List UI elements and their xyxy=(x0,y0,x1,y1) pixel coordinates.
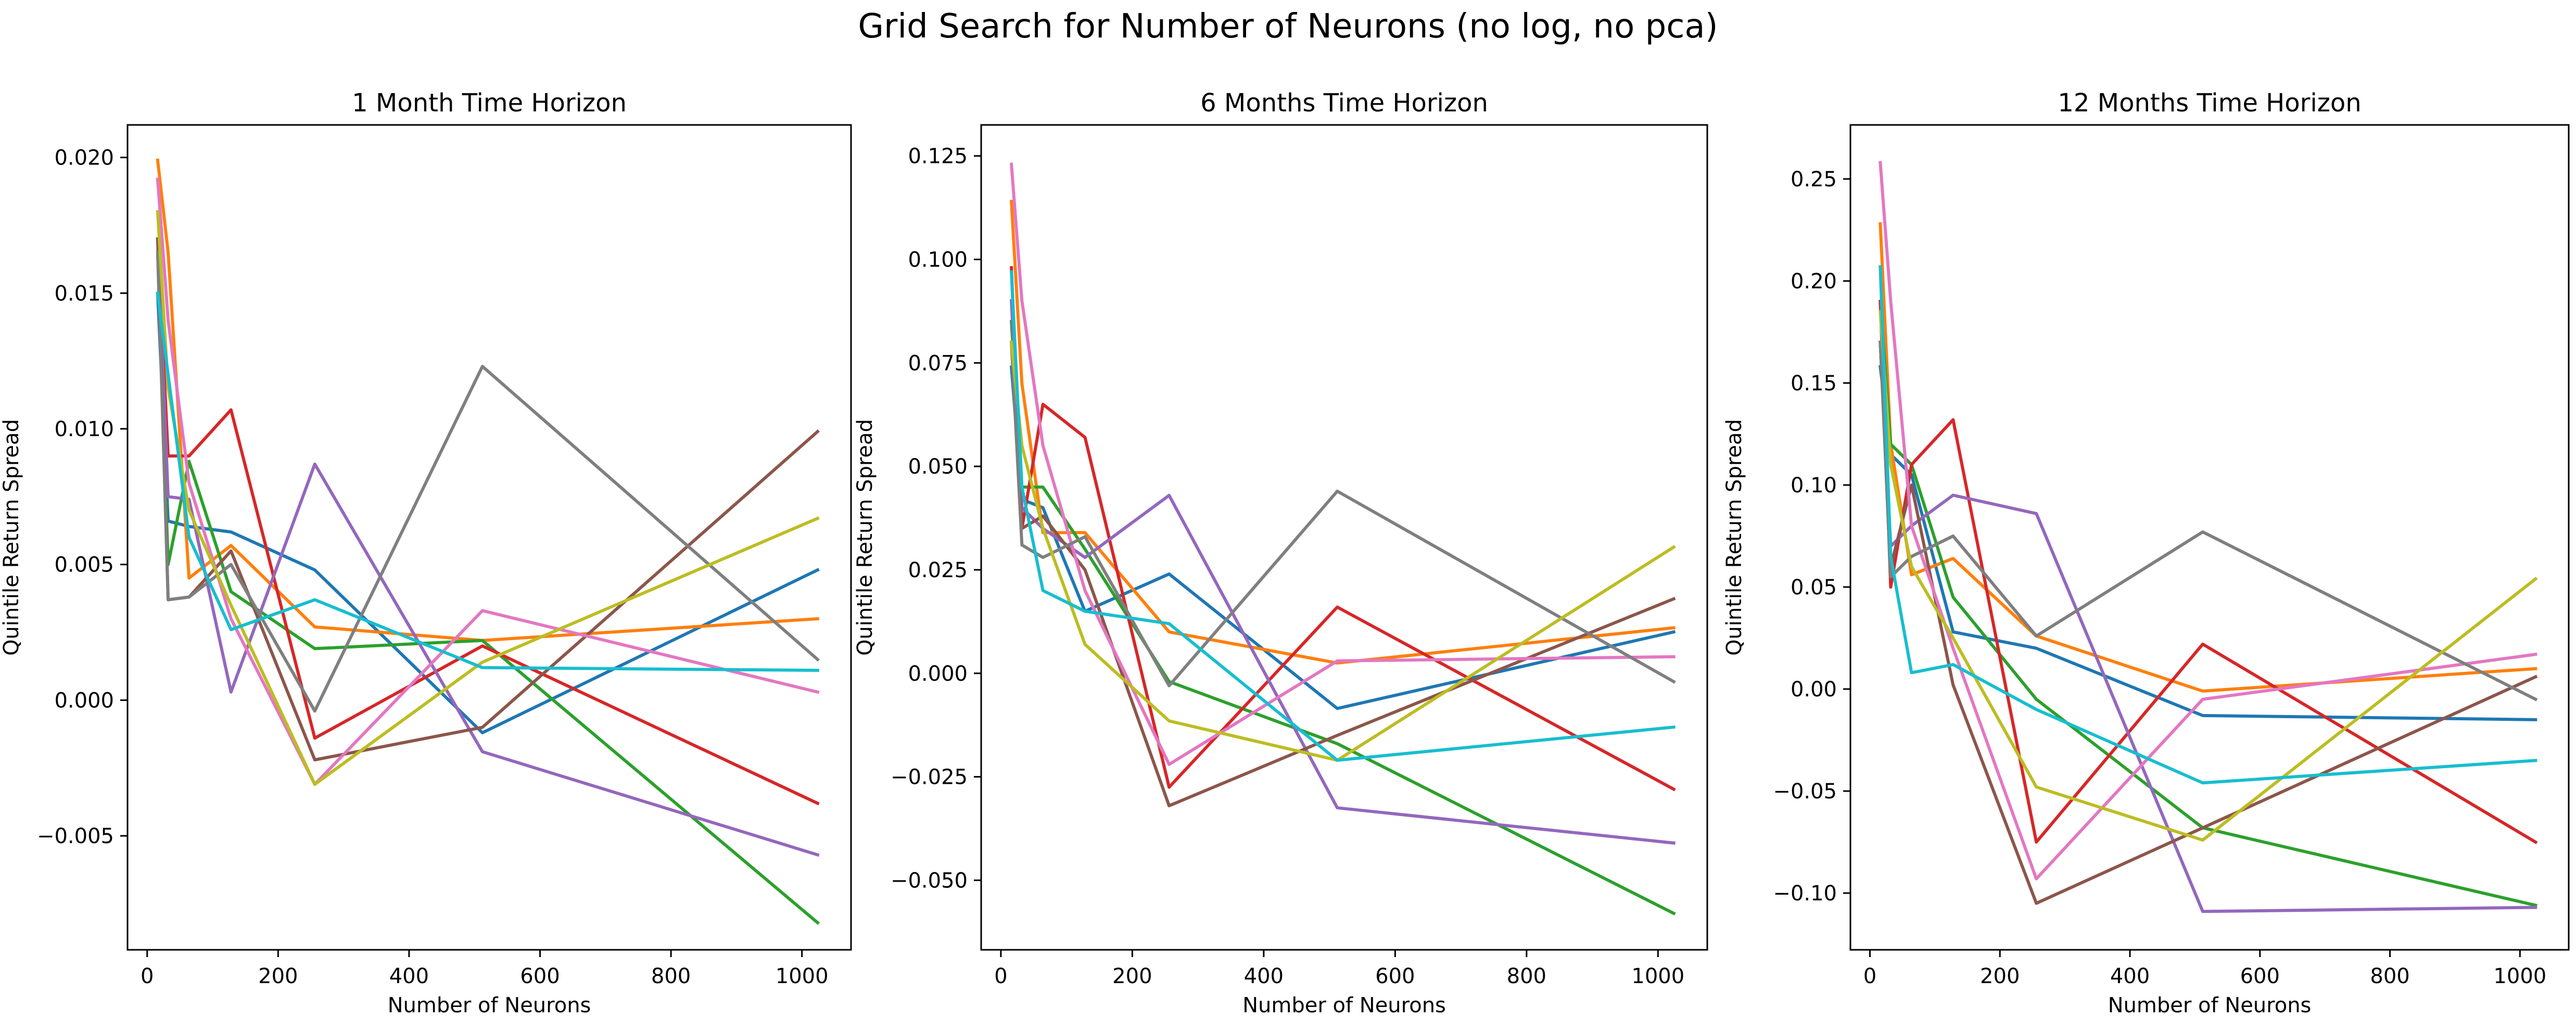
y-tick-label: 0.020 xyxy=(54,146,114,170)
x-tick-label: 400 xyxy=(1244,964,1284,988)
series-line-7 xyxy=(1879,161,2537,881)
series-line-9 xyxy=(1009,340,1676,762)
series-line-9 xyxy=(1879,310,2538,842)
series-line-2 xyxy=(156,158,819,642)
y-tick-label: 0.000 xyxy=(54,689,114,712)
series-line-2 xyxy=(1879,222,2537,693)
y-tick-label: −0.10 xyxy=(1773,882,1837,906)
series-line-6 xyxy=(156,237,820,761)
x-tick-label: 0 xyxy=(1863,964,1876,988)
series-line-4 xyxy=(1009,266,1676,792)
series-line-3 xyxy=(156,250,820,925)
series-line-10 xyxy=(1009,270,1676,762)
y-tick-label: 0.00 xyxy=(1791,678,1837,702)
plot-frame xyxy=(126,124,852,951)
x-axis-label: Number of Neurons xyxy=(1242,994,1446,1017)
y-tick-label: 0.125 xyxy=(908,145,968,169)
subplot-1-month: 0 200 400 600 800 1000 −0.005 0.000 0.005 0.010 0.… xyxy=(0,88,852,1017)
x-tick-label: 800 xyxy=(651,964,691,988)
x-axis-label: Number of Neurons xyxy=(388,994,591,1017)
plot-frame xyxy=(1849,124,2570,951)
x-tick-label: 200 xyxy=(258,964,298,988)
y-tick-label: 0.075 xyxy=(908,351,968,375)
y-tick-label: −0.05 xyxy=(1773,780,1837,804)
series-line-3 xyxy=(1009,320,1676,916)
x-tick-label: 400 xyxy=(389,964,429,988)
y-tick-label: 0.050 xyxy=(908,455,968,479)
y-tick-label: −0.025 xyxy=(891,766,968,790)
y-tick-label: 0.005 xyxy=(54,553,114,577)
x-tick-label: 400 xyxy=(2110,964,2150,988)
x-tick-label: 1000 xyxy=(776,964,829,988)
y-axis-label: Quintile Return Spread xyxy=(853,419,877,656)
y-tick-label: 0.025 xyxy=(908,558,968,582)
series-line-10 xyxy=(156,291,819,672)
y-tick-label: 0.100 xyxy=(908,248,968,272)
series-line-7 xyxy=(156,177,820,786)
y-tick-label: −0.050 xyxy=(891,869,968,893)
x-tick-label: 800 xyxy=(2370,964,2409,988)
x-tick-label: 600 xyxy=(2240,964,2280,988)
series-line-9 xyxy=(156,210,820,786)
y-tick-label: 0.15 xyxy=(1791,372,1837,396)
subplot-title: 6 Months Time Horizon xyxy=(1200,88,1488,118)
series-line-4 xyxy=(1879,299,2538,845)
y-tick-label: 0.010 xyxy=(54,417,114,441)
y-tick-label: 0.000 xyxy=(908,662,968,686)
series-line-7 xyxy=(1009,162,1676,766)
y-tick-label: 0.25 xyxy=(1791,168,1837,192)
x-axis-label: Number of Neurons xyxy=(2108,994,2312,1017)
series-line-8 xyxy=(1009,340,1676,688)
series-line-10 xyxy=(1879,265,2537,785)
subplot-12-months: 0 200 400 600 800 1000 −0.10 −0.05 0.00 0.05 0.10 0… xyxy=(1722,88,2570,1017)
subplot-title: 1 Month Time Horizon xyxy=(352,88,627,118)
series-line-5 xyxy=(156,237,820,857)
x-tick-label: 0 xyxy=(141,964,154,988)
series-line-5 xyxy=(1009,299,1676,845)
subplot-title: 12 Months Time Horizon xyxy=(2058,88,2361,118)
series-line-6 xyxy=(1879,340,2538,905)
x-tick-label: 800 xyxy=(1507,964,1546,988)
plot-frame xyxy=(980,124,1708,951)
series-line-4 xyxy=(156,237,820,806)
x-tick-label: 1000 xyxy=(2493,964,2546,988)
subplot-6-months: 0 200 400 600 800 1000 −0.050 −0.025 0.000 0.025 0… xyxy=(853,88,1708,1017)
y-tick-label: −0.005 xyxy=(37,824,114,848)
x-tick-label: 600 xyxy=(520,964,560,988)
series-line-2 xyxy=(1009,199,1676,665)
y-axis-label: Quintile Return Spread xyxy=(0,419,23,656)
y-tick-label: 0.20 xyxy=(1791,270,1837,294)
series-line-8 xyxy=(156,250,820,713)
x-tick-label: 600 xyxy=(1375,964,1415,988)
x-tick-label: 200 xyxy=(1112,964,1152,988)
x-tick-label: 1000 xyxy=(1631,964,1684,988)
x-tick-label: 0 xyxy=(994,964,1007,988)
y-tick-label: 0.05 xyxy=(1791,576,1837,600)
series-line-3 xyxy=(1879,299,2537,908)
y-axis-label: Quintile Return Spread xyxy=(1722,419,1746,656)
figure-title: Grid Search for Number of Neurons (no lo… xyxy=(858,7,1718,46)
x-tick-label: 200 xyxy=(1980,964,2020,988)
series-line-8 xyxy=(1879,340,2538,702)
y-tick-label: 0.015 xyxy=(54,282,114,306)
y-tick-label: 0.10 xyxy=(1791,474,1837,498)
